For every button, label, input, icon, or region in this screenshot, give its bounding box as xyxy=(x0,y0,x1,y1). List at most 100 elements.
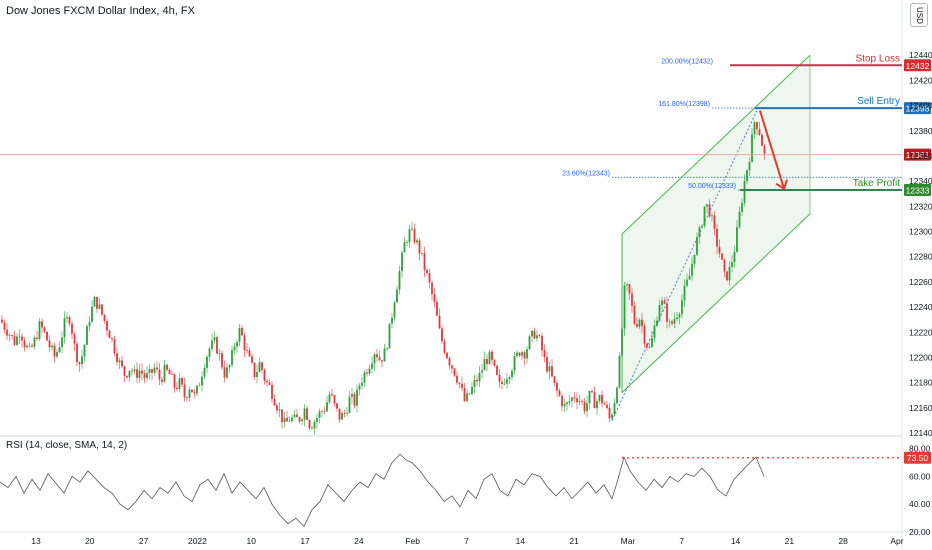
candle-body xyxy=(21,336,23,341)
candle-body xyxy=(403,242,406,253)
candle-body xyxy=(126,375,128,378)
candle-body xyxy=(161,379,163,382)
candle-body xyxy=(616,387,618,404)
price-tick-label: 12220 xyxy=(909,327,932,337)
candle-body xyxy=(188,389,191,398)
candle-body xyxy=(143,373,146,378)
candle-body xyxy=(531,330,533,337)
candle-body xyxy=(521,352,523,356)
candle-body xyxy=(198,385,201,387)
candle-body xyxy=(573,397,576,399)
candle-body xyxy=(76,343,78,363)
candle-body xyxy=(436,301,438,316)
candle-body xyxy=(731,262,733,267)
candle-body xyxy=(418,240,421,254)
candle-body xyxy=(483,358,486,371)
candle-body xyxy=(361,382,363,386)
candle-body xyxy=(183,384,186,398)
candle-body xyxy=(181,377,183,385)
candle-body xyxy=(366,372,368,374)
candle-body xyxy=(251,356,253,363)
sell-entry-badge-label: 12398 xyxy=(906,104,930,114)
candle-body xyxy=(48,340,51,348)
candle-body xyxy=(528,336,531,350)
candle-body xyxy=(133,369,136,372)
time-tick-label: 14 xyxy=(731,536,741,546)
candle-body xyxy=(176,387,178,390)
candle-body xyxy=(638,319,641,327)
candle-body xyxy=(158,369,161,380)
candle-body xyxy=(186,397,188,399)
candle-body xyxy=(408,229,411,243)
rsi-line xyxy=(0,453,765,528)
candle-body xyxy=(498,374,501,382)
candle-body xyxy=(533,330,536,339)
candle-body xyxy=(43,327,46,332)
candle-body xyxy=(371,363,373,369)
candle-body xyxy=(603,403,606,405)
candle-body xyxy=(493,359,496,366)
candle-body xyxy=(701,225,703,228)
candle-body xyxy=(71,323,73,334)
time-tick-label: Mar xyxy=(621,536,636,546)
candle-body xyxy=(373,354,376,364)
currency-badge[interactable]: USD xyxy=(910,3,928,27)
candle-body xyxy=(708,204,711,217)
candle-body xyxy=(383,348,386,362)
candle-body xyxy=(453,368,456,376)
candle-body xyxy=(146,372,148,378)
candle-body xyxy=(193,392,196,394)
candle-body xyxy=(213,337,216,341)
time-tick-label: 14 xyxy=(516,536,526,546)
candle-body xyxy=(293,414,296,418)
candle-body xyxy=(558,390,561,396)
price-tick-label: 12280 xyxy=(909,252,932,262)
candle-body xyxy=(726,271,728,281)
candle-body xyxy=(308,420,311,429)
candle-body xyxy=(413,228,416,243)
candle-body xyxy=(516,352,518,356)
stop-loss-badge xyxy=(904,59,931,72)
candle-body xyxy=(243,335,246,351)
time-tick-label: 17 xyxy=(300,536,310,546)
candle-body xyxy=(541,336,543,351)
candle-body xyxy=(518,352,521,356)
candle-body xyxy=(73,333,76,344)
candle-body xyxy=(173,374,176,388)
candle-body xyxy=(38,321,41,340)
time-tick-label: 24 xyxy=(354,536,364,546)
candle-body xyxy=(441,328,443,342)
candle-body xyxy=(613,403,616,415)
candle-body xyxy=(208,348,211,357)
candle-body xyxy=(501,381,503,384)
candle-body xyxy=(376,354,378,358)
candle-body xyxy=(128,370,131,378)
candle-body xyxy=(368,368,371,374)
candle-body xyxy=(138,370,141,378)
channel-upper-line[interactable] xyxy=(621,54,811,235)
candle-body xyxy=(461,383,463,388)
candles xyxy=(1,120,766,435)
candle-body xyxy=(431,282,433,295)
current-price-badge xyxy=(904,148,931,161)
sell-entry-label: Sell Entry xyxy=(857,96,900,107)
candle-body xyxy=(548,366,551,372)
candle-body xyxy=(33,337,36,347)
candle-body xyxy=(268,382,271,385)
rsi-current-badge xyxy=(904,451,931,464)
candle-body xyxy=(621,328,623,356)
candle-body xyxy=(401,252,403,271)
candle-body xyxy=(578,400,581,403)
candle-body xyxy=(526,349,528,359)
candle-body xyxy=(641,319,643,327)
candle-body xyxy=(648,346,651,348)
channel-lower-line[interactable] xyxy=(621,213,811,394)
candle-body xyxy=(283,417,286,423)
time-tick-label: 21 xyxy=(569,536,579,546)
candle-body xyxy=(561,395,563,407)
candle-body xyxy=(406,242,408,244)
time-tick-label: Apr xyxy=(890,536,903,546)
candle-body xyxy=(398,270,401,290)
